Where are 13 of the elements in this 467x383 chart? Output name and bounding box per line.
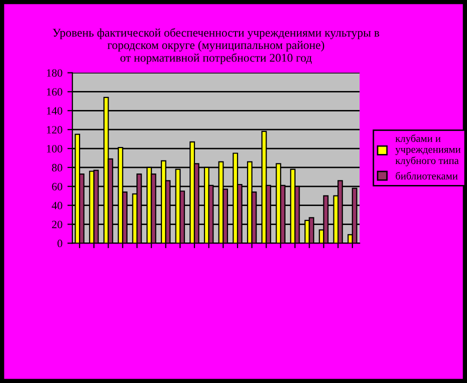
y-tick-label: 120: [46, 126, 62, 134]
y-tick-label: 140: [46, 107, 62, 115]
y-tick-label: 180: [46, 69, 62, 77]
y-tick-label: 160: [46, 88, 62, 96]
y-tick-label: 0: [58, 240, 62, 248]
y-tick-label: 40: [52, 202, 62, 210]
legend-label: клубами и учреждениями клубного типа: [395, 134, 461, 166]
chart-title: Уровень фактической обеспеченности учреждениями культуры в городском округе (муниципальном районе) от нормативной потребности 2010 год: [52, 28, 380, 64]
y-tick-label: 100: [46, 144, 62, 152]
y-tick-label: 60: [52, 182, 62, 190]
y-tick-label: 80: [52, 164, 62, 172]
y-tick-label: 20: [52, 220, 62, 228]
legend-label: библиотеками: [396, 172, 458, 180]
